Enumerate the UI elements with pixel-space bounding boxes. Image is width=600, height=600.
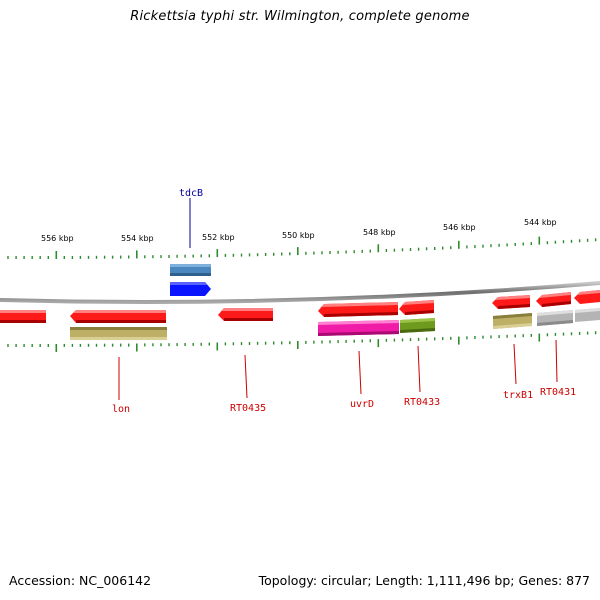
gene-right-edge-gray-feature[interactable] <box>575 308 600 322</box>
scale-label-552: 552 kbp <box>202 233 235 242</box>
gene-uvrD-feature[interactable] <box>318 302 398 317</box>
scale-label-544: 544 kbp <box>524 218 557 227</box>
scale-label-546: 546 kbp <box>443 223 476 232</box>
scale-label-554: 554 kbp <box>121 234 154 243</box>
gene-RT0433-feature[interactable] <box>399 300 434 315</box>
accession-text: Accession: NC_006142 <box>9 573 152 588</box>
gene-label-uvrD[interactable]: uvrD <box>350 399 374 410</box>
reverse-strand-features <box>0 290 600 340</box>
gene-lon-olive-feature[interactable] <box>70 327 167 340</box>
gene-label-lon[interactable]: lon <box>112 404 130 415</box>
scale-ticks-upper <box>7 236 597 259</box>
scale-label-550: 550 kbp <box>282 231 315 240</box>
gene-RT0435-feature[interactable] <box>218 308 273 321</box>
forward-strand-features <box>170 264 211 296</box>
gene-label-trxB1[interactable]: trxB1 <box>503 390 533 401</box>
gene-lon-feature[interactable] <box>70 310 166 323</box>
gene-right-edge-feature[interactable] <box>574 290 600 304</box>
gene-RT0431-feature[interactable] <box>536 292 571 307</box>
scale-ticks-lower <box>7 331 597 352</box>
gene-blue-arrow-feature[interactable] <box>170 282 211 296</box>
scale-label-548: 548 kbp <box>363 228 396 237</box>
scale-labels: 556 kbp 554 kbp 552 kbp 550 kbp 548 kbp … <box>41 218 557 243</box>
gene-label-RT0435[interactable]: RT0435 <box>230 403 266 414</box>
label-leader-lines <box>118 198 558 400</box>
gene-RT0433-green-feature[interactable] <box>400 318 435 333</box>
gene-RT0431-gray-feature[interactable] <box>537 310 573 326</box>
gene-label-tdcB[interactable]: tdcB <box>179 188 203 199</box>
gene-label-RT0431[interactable]: RT0431 <box>540 387 576 398</box>
genome-backbone <box>0 281 600 304</box>
gene-label-RT0433[interactable]: RT0433 <box>404 397 440 408</box>
gene-trxB1-olive-feature[interactable] <box>493 313 532 329</box>
map-title: Rickettsia typhi str. Wilmington, comple… <box>130 9 470 24</box>
topology-text: Topology: circular; Length: 1,111,496 bp… <box>258 573 590 588</box>
scale-label-556: 556 kbp <box>41 234 74 243</box>
gene-labels: tdcB lon RT0435 uvrD RT0433 trxB1 RT0431 <box>112 188 576 415</box>
gene-uvrD-magenta-feature[interactable] <box>318 320 399 336</box>
gene-feature-left-edge[interactable] <box>0 310 46 323</box>
gene-trxB1-feature[interactable] <box>492 295 530 309</box>
gene-tdcB-feature[interactable] <box>170 264 211 276</box>
